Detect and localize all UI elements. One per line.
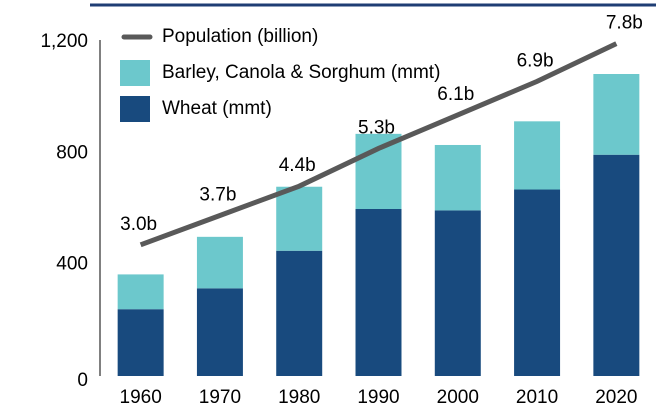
x-tick-label: 1960 [120, 387, 162, 408]
bar-segment [276, 250, 323, 376]
x-tick-label: 1970 [199, 387, 241, 408]
bar-segment [514, 189, 561, 376]
x-tick-label: 2020 [595, 387, 637, 408]
x-tick-label: 2000 [437, 387, 479, 408]
bar-segment [276, 186, 323, 251]
y-tick-label: 1,200 [40, 31, 88, 52]
bar-segment [355, 133, 402, 209]
data-label: 6.9b [517, 50, 554, 71]
y-tick-label: 0 [77, 370, 88, 391]
legend-label: Wheat (mmt) [162, 98, 272, 119]
data-label: 4.4b [279, 155, 316, 176]
bar-segment [196, 288, 243, 376]
bar-segment [196, 236, 243, 289]
y-tick-label: 800 [56, 142, 88, 163]
data-label: 7.8b [606, 13, 643, 34]
bar-segment [434, 144, 481, 211]
bar-segment [355, 209, 402, 376]
data-label: 6.1b [437, 84, 474, 105]
x-tick-label: 1980 [278, 387, 320, 408]
legend-swatch [120, 60, 150, 86]
legend-swatch [120, 96, 150, 122]
y-tick-label: 400 [56, 254, 88, 275]
bar-segment [593, 74, 640, 155]
bar-segment [593, 154, 640, 376]
bar-segment [117, 274, 164, 310]
bar-segment [434, 210, 481, 376]
legend-label: Population (billion) [162, 26, 318, 47]
bar-segment [514, 121, 561, 190]
data-label: 3.7b [199, 185, 236, 206]
legend-label: Barley, Canola & Sorghum (mmt) [162, 62, 440, 83]
population-line [139, 41, 618, 248]
data-label: 3.0b [120, 214, 157, 235]
bar-segment [117, 309, 164, 376]
x-tick-label: 1990 [357, 387, 399, 408]
data-label: 5.3b [358, 117, 395, 138]
x-tick-label: 2010 [516, 387, 558, 408]
